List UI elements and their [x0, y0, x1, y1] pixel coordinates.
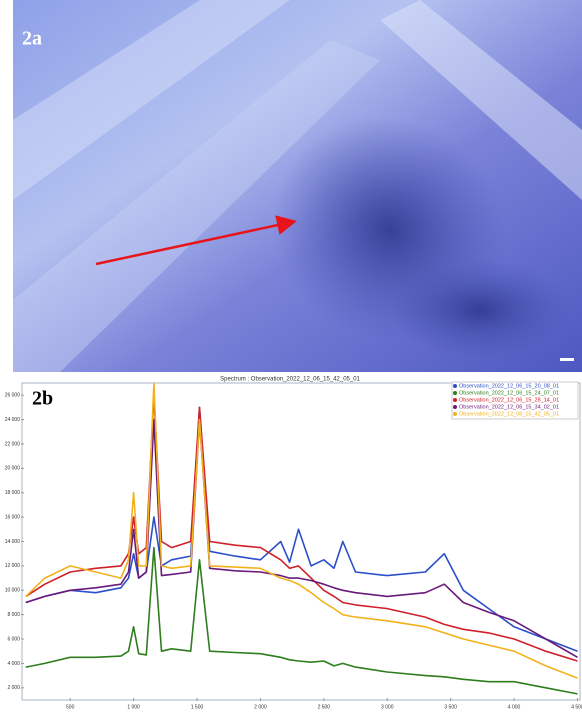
x-tick-label: 500	[66, 704, 75, 710]
x-tick-label: 2 500	[318, 704, 331, 710]
y-tick-label: 18 000	[5, 490, 21, 496]
legend-swatch	[453, 398, 457, 402]
legend-swatch	[453, 384, 457, 388]
legend-label: Observation_2022_12_06_15_34_02_01	[459, 404, 559, 410]
y-tick-label: 26 000	[5, 393, 21, 399]
legend-swatch	[453, 405, 457, 409]
y-tick-label: 12 000	[5, 563, 21, 569]
legend-label: Observation_2022_12_06_15_28_14_01	[459, 397, 559, 403]
legend-label: Observation_2022_12_06_15_42_05_01	[459, 411, 559, 417]
x-tick-label: 1 500	[191, 704, 204, 710]
y-tick-label: 2 000	[7, 685, 20, 691]
panel-label: 2a	[22, 28, 42, 50]
y-tick-label: 20 000	[5, 466, 21, 472]
y-tick-label: 10 000	[5, 588, 21, 594]
chart-title: Spectrum : Observation_2022_12_06_15_42_…	[220, 377, 360, 383]
x-tick-label: 4 000	[508, 704, 521, 710]
y-tick-label: 24 000	[5, 417, 21, 423]
y-tick-label: 6 000	[7, 636, 20, 642]
panel-label: 2b	[32, 388, 53, 410]
series-line	[25, 546, 578, 695]
legend-swatch	[453, 412, 457, 416]
y-tick-label: 16 000	[5, 514, 21, 520]
plot-area	[21, 382, 581, 701]
series-line	[25, 406, 578, 652]
legend-label: Observation_2022_12_06_15_24_07_01	[459, 390, 559, 396]
x-tick-label: 1 000	[127, 704, 140, 710]
micrograph: 2a	[13, 0, 582, 372]
x-tick-label: 3 500	[444, 704, 457, 710]
x-tick-label: 2 000	[254, 704, 267, 710]
x-tick-label: 3 000	[381, 704, 394, 710]
x-tick-label: 4 500	[571, 704, 582, 710]
series-line	[25, 418, 578, 658]
legend-label: Observation_2022_12_06_15_20_08_01	[459, 383, 559, 389]
y-tick-label: 8 000	[7, 612, 20, 618]
legend-swatch	[453, 391, 457, 395]
y-tick-label: 22 000	[5, 441, 21, 447]
legend-box	[451, 381, 579, 420]
y-tick-label: 14 000	[5, 539, 21, 545]
series-line	[25, 382, 578, 679]
y-tick-label: 4 000	[7, 661, 20, 667]
